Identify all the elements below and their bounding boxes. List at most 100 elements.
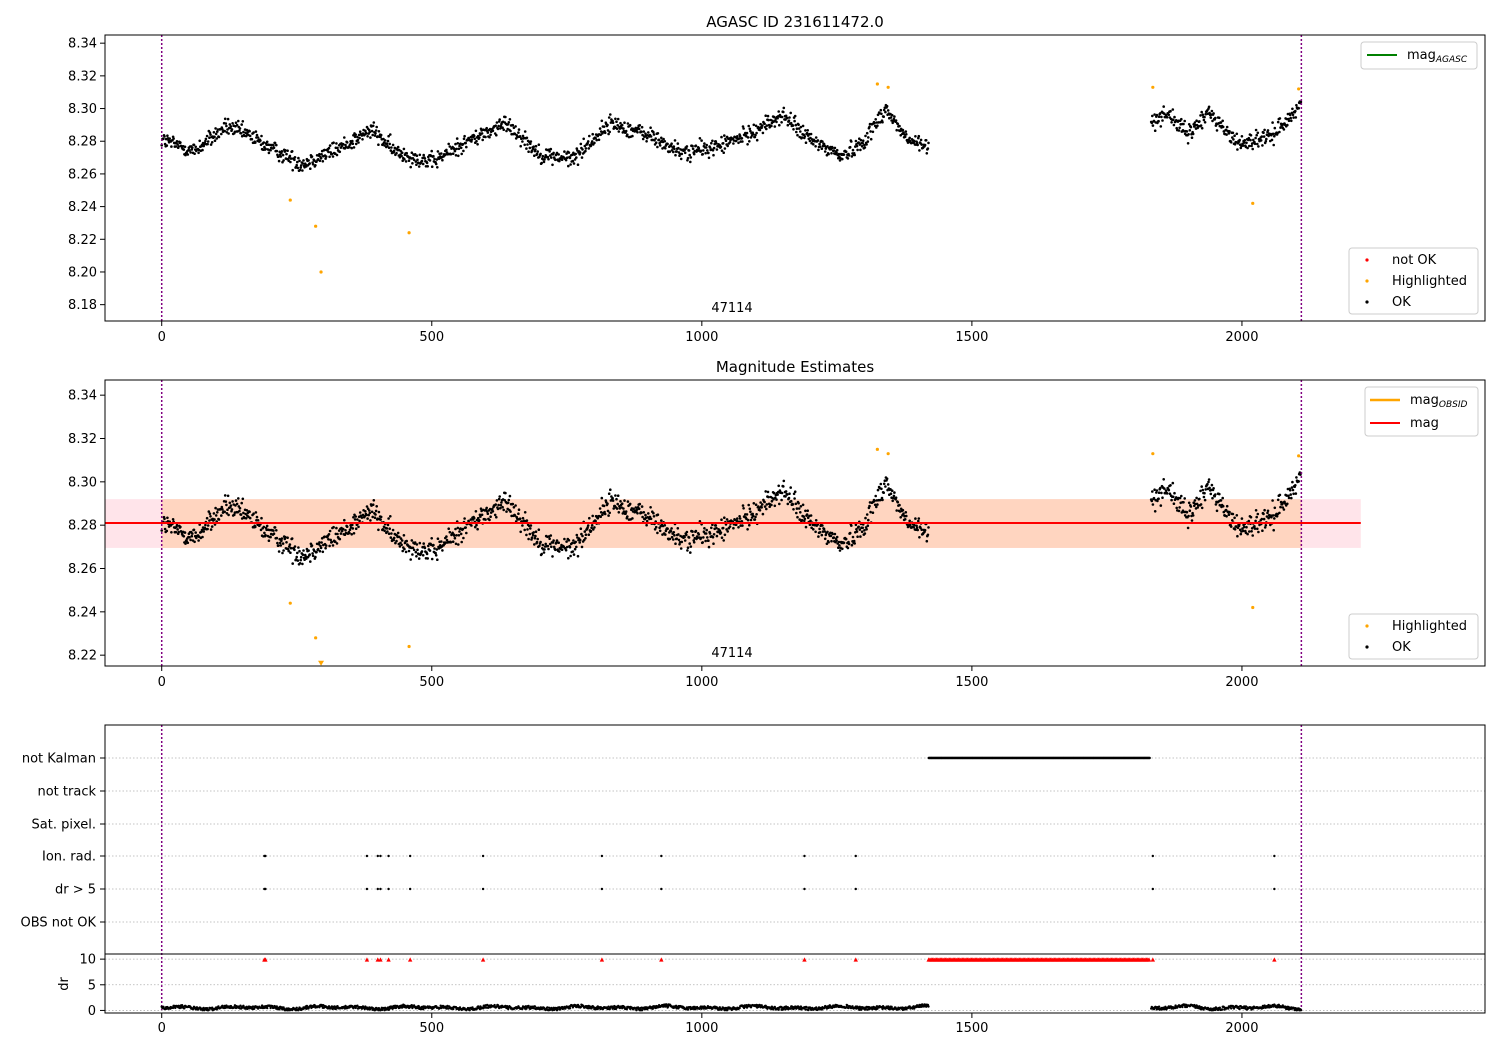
ok-point — [240, 501, 243, 505]
ok-point — [761, 131, 765, 135]
ok-point — [846, 546, 850, 550]
ok-point — [420, 550, 424, 553]
ok-point — [550, 545, 553, 549]
ok-point — [867, 518, 870, 522]
ok-point — [217, 518, 221, 521]
ok-point — [470, 138, 474, 141]
ok-point — [607, 514, 610, 517]
ok-point — [353, 135, 357, 139]
ok-point — [399, 537, 403, 540]
ok-point — [436, 166, 439, 169]
ok-point — [226, 494, 230, 498]
ok-point — [206, 140, 210, 143]
ok-point — [1273, 126, 1277, 130]
ok-point — [882, 482, 886, 486]
ok-point — [1260, 135, 1264, 138]
ok-point — [415, 163, 418, 166]
ok-point — [162, 137, 165, 141]
ok-point — [810, 526, 813, 530]
ok-point — [816, 139, 820, 142]
highlighted-point — [288, 601, 292, 605]
ok-point — [267, 539, 271, 542]
ok-point — [571, 541, 574, 545]
ok-point — [795, 511, 798, 515]
ok-point — [814, 530, 817, 534]
ok-point — [631, 517, 634, 520]
ok-point — [703, 142, 706, 145]
ok-point — [1177, 509, 1181, 513]
ok-point — [1200, 126, 1204, 130]
ok-point — [163, 142, 167, 146]
ok-point — [1178, 496, 1182, 500]
ok-point — [495, 499, 499, 502]
ok-point — [711, 139, 714, 143]
ok-point — [339, 146, 343, 149]
ok-point — [720, 536, 724, 539]
ok-point — [876, 503, 879, 506]
ok-point — [1204, 488, 1207, 491]
ok-point — [329, 538, 333, 542]
ok-point — [1200, 506, 1204, 510]
ok-point — [1264, 524, 1268, 527]
ok-point — [660, 136, 663, 140]
ok-point — [422, 153, 426, 157]
ok-point — [448, 145, 452, 148]
ok-point — [293, 158, 296, 162]
ok-point — [1178, 506, 1181, 509]
ok-point — [1224, 508, 1228, 512]
ok-point — [677, 146, 680, 150]
legend-ok-label: OK — [1392, 295, 1411, 310]
ok-point — [741, 140, 744, 143]
ok-point — [357, 525, 360, 529]
ok-point — [1159, 112, 1162, 115]
ok-point — [675, 537, 678, 540]
ok-point — [425, 552, 429, 556]
highlighted-point — [319, 270, 323, 274]
ok-point — [1289, 116, 1292, 120]
ok-point — [1264, 140, 1268, 143]
ok-point — [924, 139, 928, 142]
ok-point — [354, 142, 358, 146]
ok-point — [1195, 496, 1198, 500]
ok-point — [568, 545, 572, 549]
ok-point — [1202, 118, 1206, 122]
ok-point — [528, 532, 532, 536]
ok-point — [269, 535, 272, 539]
ok-point — [1273, 506, 1277, 510]
dr-point — [815, 1006, 818, 1009]
ok-point — [806, 129, 809, 132]
ok-point — [603, 131, 607, 135]
ok-point — [529, 140, 533, 143]
ok-point — [826, 145, 829, 148]
ok-point — [904, 130, 908, 133]
ok-point — [788, 116, 791, 119]
flag-row-label: dr > 5 — [55, 883, 96, 898]
ok-point — [336, 146, 339, 150]
ok-point — [194, 531, 197, 534]
ok-point — [254, 130, 258, 133]
ok-point — [204, 523, 207, 527]
ok-point — [1231, 512, 1235, 516]
ok-point — [1270, 138, 1274, 142]
ok-point — [1254, 509, 1258, 512]
y-tick-label: 8.28 — [68, 519, 97, 534]
ok-point — [248, 134, 252, 138]
ok-point — [555, 541, 558, 544]
ok-point — [224, 500, 228, 503]
ok-point — [1173, 491, 1176, 495]
ok-point — [564, 158, 568, 162]
ok-point — [488, 135, 491, 139]
ok-point — [512, 506, 516, 509]
ok-point — [205, 134, 209, 138]
ok-point — [500, 501, 503, 504]
ok-point — [638, 124, 642, 127]
ok-point — [617, 130, 621, 133]
ok-point — [614, 494, 617, 497]
ok-point — [486, 512, 490, 515]
ok-point — [680, 152, 684, 156]
ok-point — [1177, 129, 1181, 132]
ok-point — [1225, 125, 1229, 129]
ok-point — [1178, 126, 1181, 130]
ok-point — [1159, 504, 1163, 507]
ok-point — [874, 118, 877, 121]
